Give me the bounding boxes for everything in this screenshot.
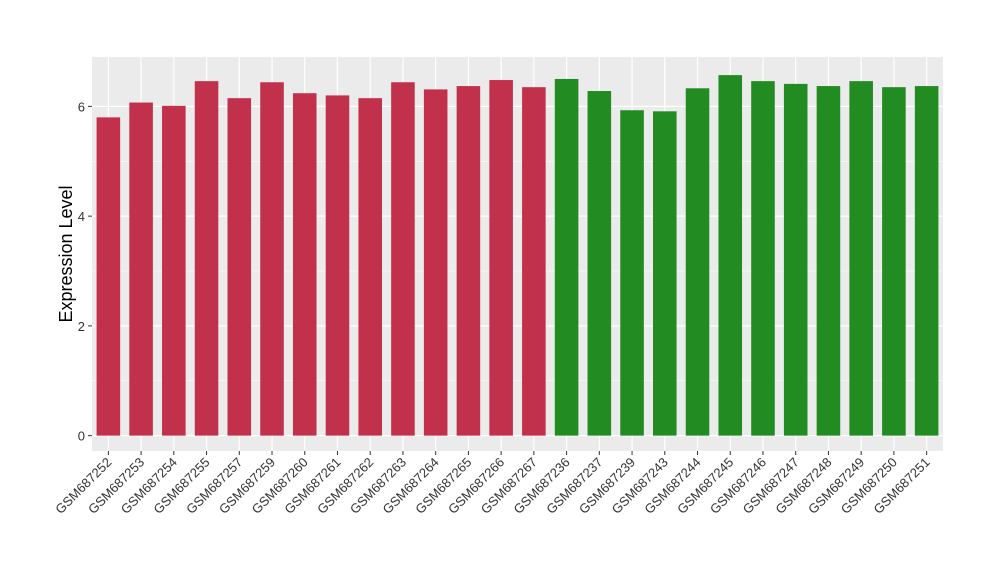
bar-GSM687249 <box>849 81 873 436</box>
bar-GSM687259 <box>260 82 284 436</box>
bar-GSM687245 <box>718 75 743 436</box>
bar-GSM687236 <box>554 78 579 436</box>
bar-GSM687264 <box>423 89 448 436</box>
y-axis: 0 2 4 6 <box>78 99 92 444</box>
bar-GSM687262 <box>358 98 382 436</box>
bar-GSM687263 <box>391 82 415 436</box>
bar-GSM687239 <box>620 110 644 436</box>
bars <box>96 75 939 436</box>
y-tick-label: 4 <box>78 209 85 224</box>
y-tick-label: 6 <box>78 99 85 114</box>
x-axis: GSM687252GSM687253GSM687254GSM687255GSM6… <box>52 451 933 517</box>
bar-GSM687254 <box>162 105 186 436</box>
bar-GSM687261 <box>325 95 350 436</box>
plot-panel <box>92 57 943 451</box>
bar-GSM687260 <box>292 93 317 436</box>
y-tick-label: 0 <box>78 429 85 444</box>
bar-GSM687244 <box>685 88 710 436</box>
y-axis-label: Expression Level <box>56 185 76 322</box>
bar-GSM687243 <box>653 111 677 436</box>
bar-GSM687257 <box>227 98 252 436</box>
bar-GSM687237 <box>587 91 612 436</box>
bar-GSM687255 <box>194 81 219 436</box>
bar-GSM687251 <box>914 86 939 436</box>
bar-GSM687265 <box>456 86 481 436</box>
bar-GSM687252 <box>96 117 121 436</box>
y-tick-label: 2 <box>78 319 85 334</box>
bar-GSM687267 <box>522 87 546 436</box>
bar-GSM687266 <box>489 80 513 436</box>
bar-GSM687246 <box>751 81 775 436</box>
bar-GSM687247 <box>783 83 808 436</box>
bar-GSM687253 <box>129 102 153 436</box>
bar-GSM687248 <box>816 86 841 436</box>
bar-GSM687250 <box>882 87 906 436</box>
